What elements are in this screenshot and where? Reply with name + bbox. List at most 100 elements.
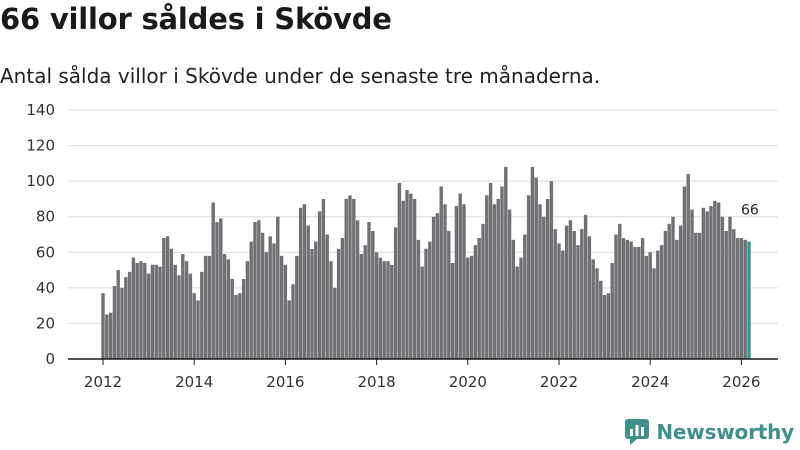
bar <box>576 245 580 359</box>
bar <box>257 220 261 359</box>
bar <box>481 223 485 359</box>
bar <box>523 234 527 359</box>
bar-chart: 0 20 40 60 80 100 120 140 66 2012 2014 2016 2018 2020… <box>26 101 778 391</box>
x-tick-label: 2026 <box>722 373 760 391</box>
bar <box>591 259 595 359</box>
bar <box>336 248 341 359</box>
latest-value-label: 66 <box>741 203 759 219</box>
y-tick-label: 100 <box>26 172 55 190</box>
bar <box>276 216 280 359</box>
bar <box>614 234 618 359</box>
bar <box>507 209 512 359</box>
bar <box>496 198 500 359</box>
x-tick-label: 2016 <box>266 373 304 391</box>
bar <box>542 216 546 359</box>
bar <box>656 250 660 359</box>
brand-name: Newsworthy <box>656 420 794 444</box>
bar <box>606 293 611 359</box>
bar <box>135 262 139 359</box>
bar <box>272 243 276 359</box>
bar <box>705 211 709 359</box>
bar <box>447 230 451 359</box>
bar <box>488 182 493 359</box>
bar <box>412 198 417 359</box>
bar <box>477 238 481 359</box>
y-tick-label: 80 <box>36 208 55 226</box>
x-tick-label: 2020 <box>449 373 487 391</box>
bar <box>211 202 215 359</box>
bar <box>713 200 717 359</box>
y-tick-label: 20 <box>36 314 55 332</box>
bar <box>716 202 721 359</box>
bar <box>621 238 626 359</box>
bar <box>504 166 508 359</box>
bar <box>663 230 668 359</box>
bar <box>431 216 436 359</box>
bar <box>321 198 326 359</box>
bar <box>127 271 132 359</box>
bar <box>648 252 652 359</box>
bar <box>720 216 725 359</box>
bar <box>207 255 212 359</box>
bar <box>234 294 238 359</box>
bar <box>728 216 732 359</box>
bar <box>545 198 550 359</box>
x-tick-label: 2012 <box>84 373 122 391</box>
bar <box>640 238 645 359</box>
bar <box>667 223 671 359</box>
bar <box>283 264 288 359</box>
bar <box>169 248 174 359</box>
brand-logo: Newsworthy <box>625 419 794 445</box>
bar <box>732 229 736 359</box>
bar <box>279 255 284 359</box>
bar <box>393 227 398 359</box>
y-tick-label: 60 <box>36 243 55 261</box>
bar <box>291 284 295 359</box>
bar <box>637 246 641 359</box>
bar <box>120 287 124 359</box>
bar <box>428 241 432 359</box>
bar <box>625 239 630 359</box>
bar <box>405 190 409 359</box>
bar <box>534 177 538 359</box>
bar <box>184 261 189 359</box>
bar <box>295 255 299 359</box>
bar <box>420 266 424 359</box>
bar <box>374 252 379 359</box>
bar <box>644 255 649 359</box>
bar <box>454 206 459 359</box>
bar <box>105 314 109 359</box>
bar <box>344 198 348 359</box>
bar <box>462 204 466 359</box>
bar <box>397 182 402 359</box>
bar <box>724 230 728 359</box>
bar <box>564 225 569 359</box>
x-tick-label: 2022 <box>540 373 578 391</box>
bar <box>287 300 291 359</box>
bar <box>511 239 516 359</box>
bar <box>226 259 231 359</box>
bar <box>439 186 443 359</box>
bar <box>659 245 664 359</box>
bar <box>587 236 592 359</box>
bar <box>671 216 675 359</box>
bar <box>580 229 584 359</box>
bar <box>443 204 447 359</box>
bar <box>124 277 128 359</box>
bar <box>568 220 573 359</box>
bar <box>515 266 519 359</box>
bar <box>101 293 105 359</box>
bar <box>215 222 219 359</box>
y-tick-label: 140 <box>26 101 55 119</box>
bar <box>154 264 158 359</box>
bar <box>633 246 637 359</box>
bar <box>253 222 257 359</box>
bar <box>192 293 196 359</box>
bar <box>359 254 364 359</box>
bar <box>694 232 698 359</box>
bar <box>230 278 234 359</box>
bar <box>652 268 656 359</box>
bar <box>112 286 117 359</box>
bar <box>557 243 561 359</box>
bar <box>268 236 272 359</box>
